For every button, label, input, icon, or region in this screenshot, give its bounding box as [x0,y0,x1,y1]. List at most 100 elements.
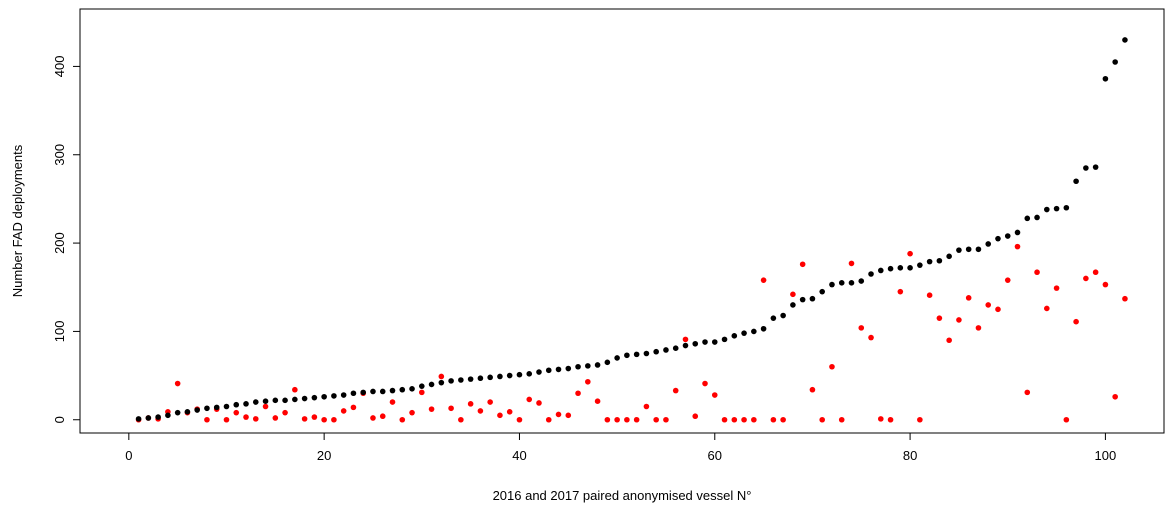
data-point [594,398,601,405]
data-point [204,416,210,423]
data-point [731,416,738,423]
data-point [458,416,464,423]
data-point [672,345,679,352]
data-point [780,312,786,319]
data-point [243,414,249,420]
data-point [975,246,982,253]
data-point [497,373,503,380]
data-point [907,265,913,271]
data-point [467,401,474,407]
data-point [741,330,747,336]
data-point [917,416,923,423]
data-point [340,392,347,398]
data-point [135,416,142,422]
data-point [838,416,845,423]
data-point [585,363,591,369]
data-point [252,416,259,422]
data-point [936,257,943,264]
data-point [1092,269,1099,276]
data-point [292,396,298,403]
data-point [1044,206,1050,213]
data-point [428,406,435,412]
data-point [594,362,601,368]
data-point [643,403,650,410]
data-point [1063,416,1070,423]
data-point [907,250,913,257]
x-tick-label: 100 [1095,448,1117,463]
data-point [331,393,337,399]
data-point [604,416,611,423]
data-point [956,247,962,253]
data-point [682,342,689,349]
y-tick-label: 400 [52,56,67,78]
data-point [155,414,161,420]
data-point [184,409,191,415]
data-point [331,416,337,423]
data-point [702,339,708,345]
data-point [926,292,933,299]
data-point [633,416,640,423]
y-tick-label: 0 [52,416,67,423]
data-point [379,413,386,420]
data-point [389,387,396,394]
data-point [780,416,786,423]
data-point [516,416,523,423]
data-point [497,412,503,419]
data-point [799,261,806,268]
data-point [692,340,699,347]
data-point [985,241,992,247]
data-point [165,412,171,419]
data-point [565,412,572,419]
data-point [946,253,952,260]
data-point [536,400,542,406]
data-point [1083,275,1089,282]
data-point [458,377,464,383]
data-point [340,408,347,414]
data-point [370,388,376,395]
data-point [223,416,230,423]
data-point [1014,243,1021,250]
data-point [711,392,718,398]
data-point [877,267,884,274]
data-point [897,265,904,271]
data-point [790,291,796,298]
data-point [516,371,523,378]
data-point [975,325,982,331]
data-point [370,415,376,421]
data-point [360,389,367,396]
data-point [985,302,992,308]
data-point [243,401,249,407]
data-point [1112,59,1118,65]
data-point [487,399,493,405]
data-point [711,339,718,345]
data-point [1024,389,1031,396]
data-point [282,409,288,416]
data-point [1044,305,1050,312]
data-points [135,37,1128,423]
data-point [1092,164,1099,170]
data-point [448,378,454,384]
data-point [477,408,484,414]
y-axis-title: Number FAD deployments [10,144,25,297]
data-point [301,395,308,402]
data-point [1102,281,1109,288]
data-point [526,396,533,403]
data-point [1073,318,1079,325]
data-point [262,403,269,410]
data-point [614,355,620,361]
data-point [946,337,952,344]
data-point [877,416,884,422]
data-point [887,416,894,423]
data-point [438,373,445,380]
data-point [233,401,240,408]
y-tick-label: 300 [52,144,67,166]
data-point [321,416,327,423]
y-axis: 0 100 200 300 400 [52,56,80,423]
data-point [585,378,591,385]
data-point [995,235,1001,242]
data-point [555,411,562,418]
data-point [223,403,230,410]
data-point [672,387,679,394]
data-point [751,328,757,335]
